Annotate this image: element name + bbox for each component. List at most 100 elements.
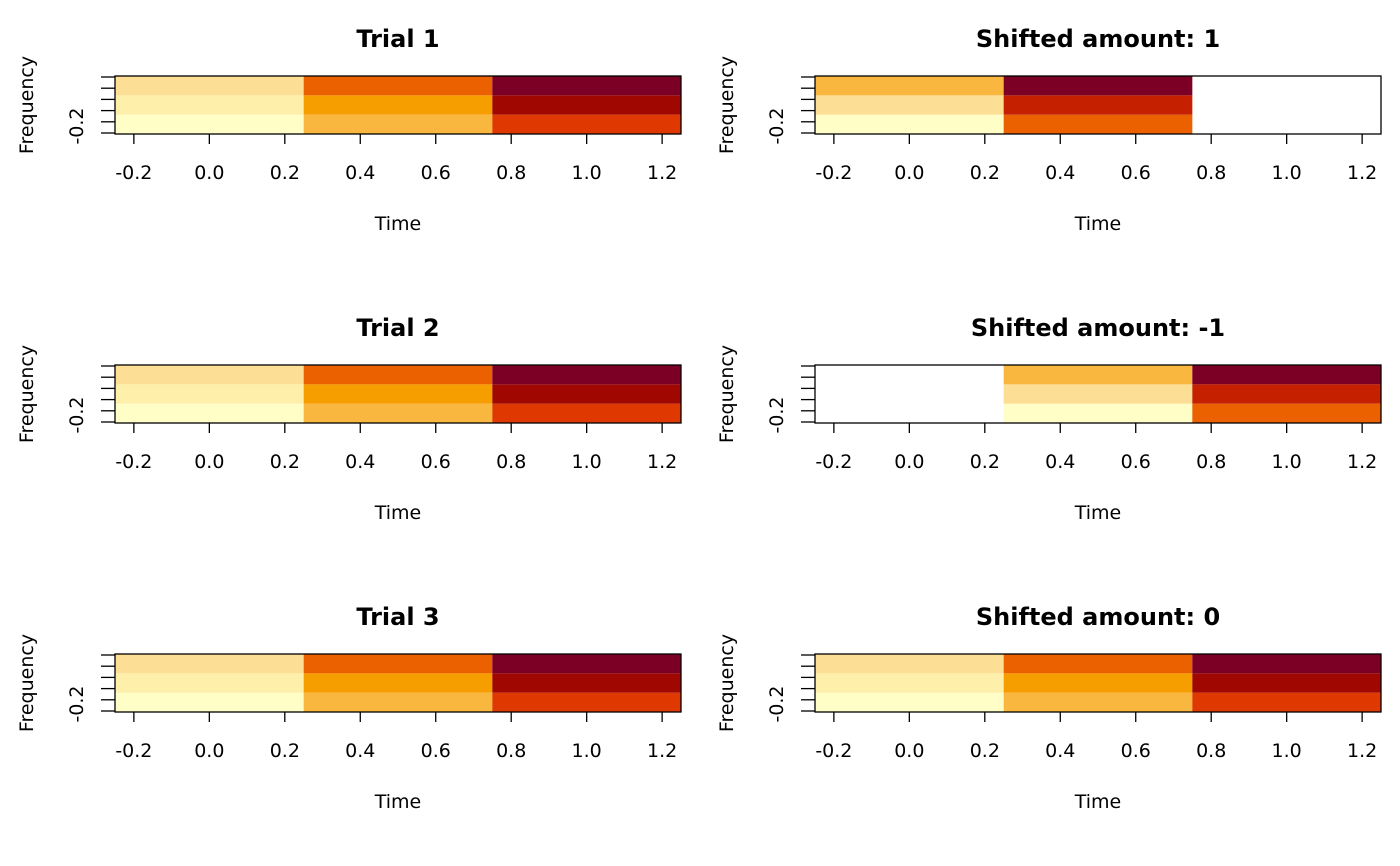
plot-frame <box>814 75 1382 135</box>
heatmap-cell <box>1192 654 1381 674</box>
heatmap-cell <box>303 384 493 404</box>
x-tick-label: 1.0 <box>572 740 602 762</box>
x-tick-label: 0.6 <box>1121 740 1151 762</box>
x-tick-label: 0.2 <box>970 162 1000 184</box>
x-tick-label: 0.0 <box>894 451 924 473</box>
x-tick-label: 1.0 <box>1272 162 1302 184</box>
panel-6: Shifted amount: 0 -0.2 0.0 0.2 0.4 0.6 0.8 1.0 1… <box>716 603 1382 813</box>
heatmap-cell <box>492 673 681 693</box>
x-axis-label: Time <box>1074 213 1122 235</box>
heatmap-cell <box>1192 384 1381 404</box>
y-axis-label: Frequency <box>716 634 738 732</box>
heatmap-cell <box>1003 76 1193 96</box>
heatmap-cell <box>1003 365 1193 385</box>
x-tick-label: 1.2 <box>1347 451 1377 473</box>
x-tick-label: -0.2 <box>815 162 852 184</box>
heatmap-cell <box>115 114 304 134</box>
x-tick-label: 1.2 <box>647 162 677 184</box>
x-tick-label: 0.2 <box>270 451 300 473</box>
heatmap-cell <box>815 692 1004 712</box>
x-tick-label: 0.4 <box>1045 451 1075 473</box>
y-axis-label: Frequency <box>716 56 738 154</box>
y-tick-label: -0.2 <box>766 107 788 144</box>
plot-frame <box>814 653 1382 713</box>
x-tick-label: -0.2 <box>115 451 152 473</box>
heatmap-cell <box>303 692 493 712</box>
heatmap-cell <box>303 403 493 423</box>
x-tick-label: 0.4 <box>1045 162 1075 184</box>
y-tick-label: -0.2 <box>66 685 88 722</box>
heatmap-cell <box>115 692 304 712</box>
heatmap-cell <box>492 654 681 674</box>
panel-title: Trial 3 <box>356 603 439 631</box>
x-tick-label: 0.6 <box>1121 451 1151 473</box>
heatmap-cell <box>115 654 304 674</box>
heatmap-cell <box>1003 654 1193 674</box>
x-tick-label: -0.2 <box>115 162 152 184</box>
heatmap-cell <box>1192 692 1381 712</box>
x-tick-label: -0.2 <box>815 740 852 762</box>
heatmap-cell <box>115 76 304 96</box>
x-tick-label: 1.0 <box>1272 740 1302 762</box>
heatmap-cell <box>492 403 681 423</box>
heatmap-cell <box>303 114 493 134</box>
x-tick-label: -0.2 <box>115 740 152 762</box>
heatmap-cell <box>492 95 681 115</box>
heatmap-cell <box>115 365 304 385</box>
heatmap-cell <box>815 654 1004 674</box>
panel-title: Shifted amount: -1 <box>971 314 1225 342</box>
x-tick-label: 0.8 <box>1196 162 1226 184</box>
heatmap-cell <box>815 76 1004 96</box>
heatmap-cell <box>303 95 493 115</box>
heatmap-cell <box>303 365 493 385</box>
plot-frame <box>814 364 1382 424</box>
panel-1: Trial 1 -0.2 0.0 0.2 0.4 0.6 0.8 1.0 1.2 Time -0.2… <box>16 25 682 235</box>
heatmap-cell <box>1003 403 1193 423</box>
y-axis-label: Frequency <box>16 345 38 443</box>
panel-title: Trial 2 <box>356 314 439 342</box>
x-tick-label: 0.6 <box>421 451 451 473</box>
x-tick-label: 0.2 <box>270 162 300 184</box>
x-tick-label: 0.8 <box>1196 451 1226 473</box>
y-axis-label: Frequency <box>16 634 38 732</box>
x-tick-label: 0.4 <box>345 740 375 762</box>
x-tick-label: 1.0 <box>572 162 602 184</box>
y-tick-label: -0.2 <box>66 396 88 433</box>
heatmap-cell <box>815 673 1004 693</box>
x-tick-label: 0.8 <box>496 451 526 473</box>
x-tick-label: 0.2 <box>970 451 1000 473</box>
heatmap-cell <box>492 692 681 712</box>
x-tick-label: 0.6 <box>421 740 451 762</box>
panel-title: Shifted amount: 0 <box>976 603 1220 631</box>
panel-5: Trial 3 -0.2 0.0 0.2 0.4 0.6 0.8 1.0 1.2 Time -0.2… <box>16 603 682 813</box>
heatmap-cell <box>815 95 1004 115</box>
heatmap-cell <box>1003 673 1193 693</box>
panel-title: Shifted amount: 1 <box>976 25 1220 53</box>
heatmap-cell <box>1192 365 1381 385</box>
heatmap-cell <box>115 95 304 115</box>
heatmap-cell <box>492 365 681 385</box>
x-tick-label: 0.4 <box>345 451 375 473</box>
heatmap-cell <box>1192 403 1381 423</box>
heatmap-cell <box>115 384 304 404</box>
heatmap-cell <box>303 673 493 693</box>
plot-frame <box>114 653 682 713</box>
x-tick-label: 0.0 <box>194 162 224 184</box>
heatmap-cell <box>115 403 304 423</box>
heatmap-cell <box>115 673 304 693</box>
x-tick-label: 0.8 <box>1196 740 1226 762</box>
x-axis-label: Time <box>374 213 422 235</box>
x-axis-label: Time <box>374 502 422 524</box>
heatmap-cell <box>303 654 493 674</box>
y-tick-label: -0.2 <box>66 107 88 144</box>
y-axis-label: Frequency <box>716 345 738 443</box>
x-tick-label: 0.2 <box>970 740 1000 762</box>
heatmap-cell <box>1003 95 1193 115</box>
x-tick-label: 0.0 <box>894 740 924 762</box>
x-tick-label: 0.0 <box>194 740 224 762</box>
panel-3: Trial 2 -0.2 0.0 0.2 0.4 0.6 0.8 1.0 1.2 Time -0.2… <box>16 314 682 524</box>
panel-title: Trial 1 <box>356 25 439 53</box>
heatmap-cell <box>492 114 681 134</box>
x-tick-label: 0.8 <box>496 740 526 762</box>
